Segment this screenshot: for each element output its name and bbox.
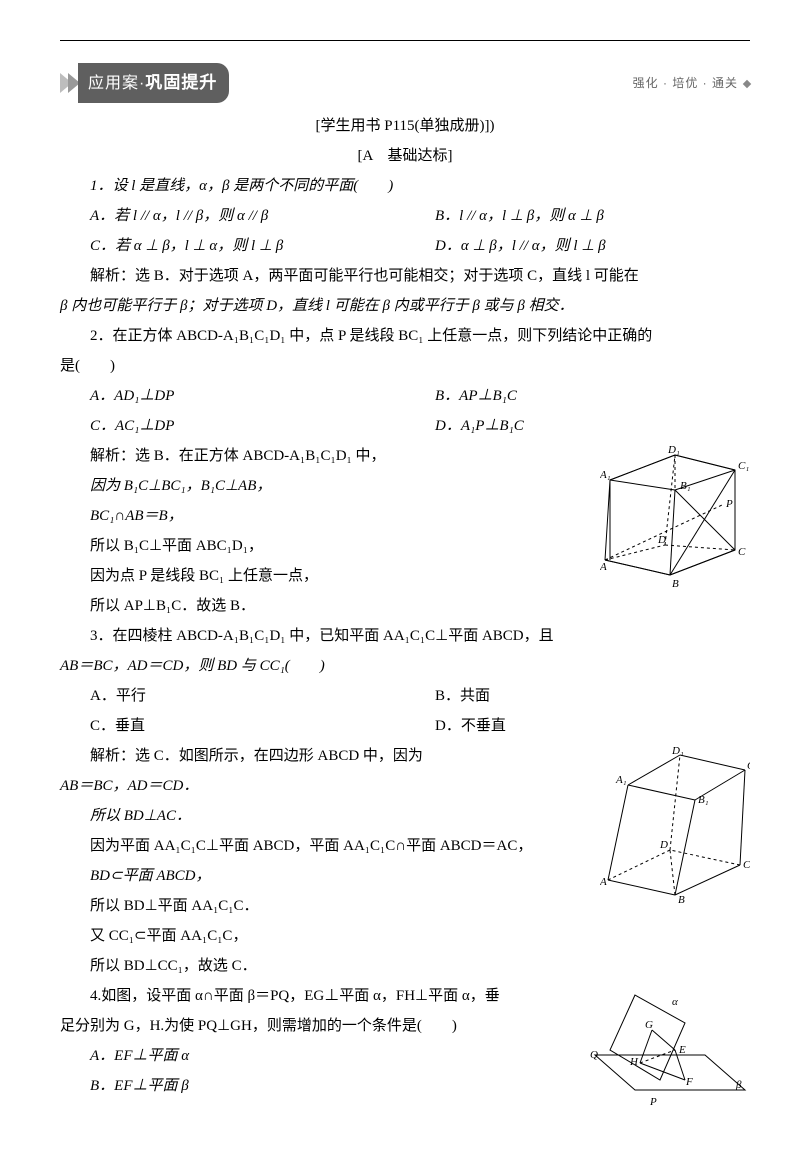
q1-options: A．若 l // α，l // β，则 α // β B．l // α，l ⊥ … [60,201,750,261]
q2-lbl-d: D [657,534,666,546]
q1-opt-d: D．α ⊥ β，l // α，则 l ⊥ β [405,231,750,261]
q4-lbl-b: β [735,1079,742,1091]
chevron-icon [60,73,76,93]
q3-s8: 所以 BD⊥CC₁，故选 C． [60,951,750,981]
q2-opt-b: B．AP⊥B₁C [405,381,750,411]
q3-opt-c: C．垂直 [60,711,405,741]
q2-lbl-b: B [672,578,679,590]
q4-figure: α G E Q H F β P [590,985,750,1115]
q1-sol2: β 内也可能平行于 β；对于选项 D，直线 l 可能在 β 内或平行于 β 或与… [60,291,750,321]
q4-lbl-e: E [678,1044,686,1056]
q2-lbl-a1: A₁ [600,469,611,481]
banner-right-text: 强化 · 培优 · 通关 [633,76,738,90]
q3-lbl-c1: C₁ [747,760,750,772]
q2-figure: D₁ C₁ A₁ B₁ P C D A B [600,445,750,590]
banner-text-plain: 应用案· [88,75,145,92]
banner-text-bold: 巩固提升 [145,73,217,92]
q3-lbl-a1: A₁ [615,774,627,786]
q4-lbl-q: Q [590,1049,598,1061]
q3-stem1: 3．在四棱柱 ABCD-A₁B₁C₁D₁ 中，已知平面 AA₁C₁C⊥平面 AB… [60,621,750,651]
diamond-icon [743,80,751,88]
q3-figure: D₁ C₁ A₁ B₁ D C A B [600,745,750,905]
q1-opt-b: B．l // α，l ⊥ β，则 α ⊥ β [405,201,750,231]
banner-right: 强化 · 培优 · 通关 [633,71,750,95]
q4-lbl-p: P [649,1096,657,1108]
q4-lbl-h: H [629,1056,639,1068]
q3-lbl-b1: B₁ [698,794,709,806]
q3-s7: 又 CC₁⊂平面 AA₁C₁C， [60,921,750,951]
q2-opt-c: C．AC₁⊥DP [60,411,405,441]
q2-lbl-c1: C₁ [738,460,749,472]
ref-line: [学生用书 P115(单独成册)]) [60,111,750,141]
q1-opt-c: C．若 α ⊥ β，l ⊥ α，则 l ⊥ β [60,231,405,261]
q2-lbl-p: P [725,498,733,510]
q3-opt-a: A．平行 [60,681,405,711]
q3-opt-b: B．共面 [405,681,750,711]
q2-lbl-b1: B₁ [680,480,691,492]
q2-lbl-c: C [738,546,746,558]
q3-lbl-b: B [678,894,685,905]
q2-options: A．AD₁⊥DP B．AP⊥B₁C C．AC₁⊥DP D．A₁P⊥B₁C [60,381,750,441]
banner-left: 应用案·巩固提升 [60,63,229,103]
q2-stem2: 是( ) [60,351,750,381]
banner: 应用案·巩固提升 强化 · 培优 · 通关 [60,63,750,103]
q2-opt-a: A．AD₁⊥DP [60,381,405,411]
q2-opt-d: D．A₁P⊥B₁C [405,411,750,441]
q4-lbl-a: α [672,996,678,1008]
q3-lbl-d: D [659,839,668,851]
q1-stem: 1．设 l 是直线，α，β 是两个不同的平面( ) [60,171,750,201]
q1-sol1: 解析：选 B．对于选项 A，两平面可能平行也可能相交；对于选项 C，直线 l 可… [60,261,750,291]
q3-options: A．平行 B．共面 C．垂直 D．不垂直 [60,681,750,741]
q3-lbl-c: C [743,859,750,871]
banner-pill: 应用案·巩固提升 [78,63,229,103]
q4-lbl-f: F [685,1076,693,1088]
q2-lbl-a: A [600,561,607,573]
section-a: [A 基础达标] [60,141,750,171]
q2-lbl-d1: D₁ [667,445,680,456]
q4-lbl-g: G [645,1019,653,1031]
q3-lbl-a: A [600,876,607,888]
q3-opt-d: D．不垂直 [405,711,750,741]
q2-s6: 所以 AP⊥B₁C．故选 B． [60,591,750,621]
q2-stem1: 2．在正方体 ABCD-A₁B₁C₁D₁ 中，点 P 是线段 BC₁ 上任意一点… [60,321,750,351]
q3-stem2: AB＝BC，AD＝CD，则 BD 与 CC₁( ) [60,651,750,681]
top-rule [60,40,750,41]
q1-opt-a: A．若 l // α，l // β，则 α // β [60,201,405,231]
q3-lbl-d1: D₁ [671,745,684,757]
